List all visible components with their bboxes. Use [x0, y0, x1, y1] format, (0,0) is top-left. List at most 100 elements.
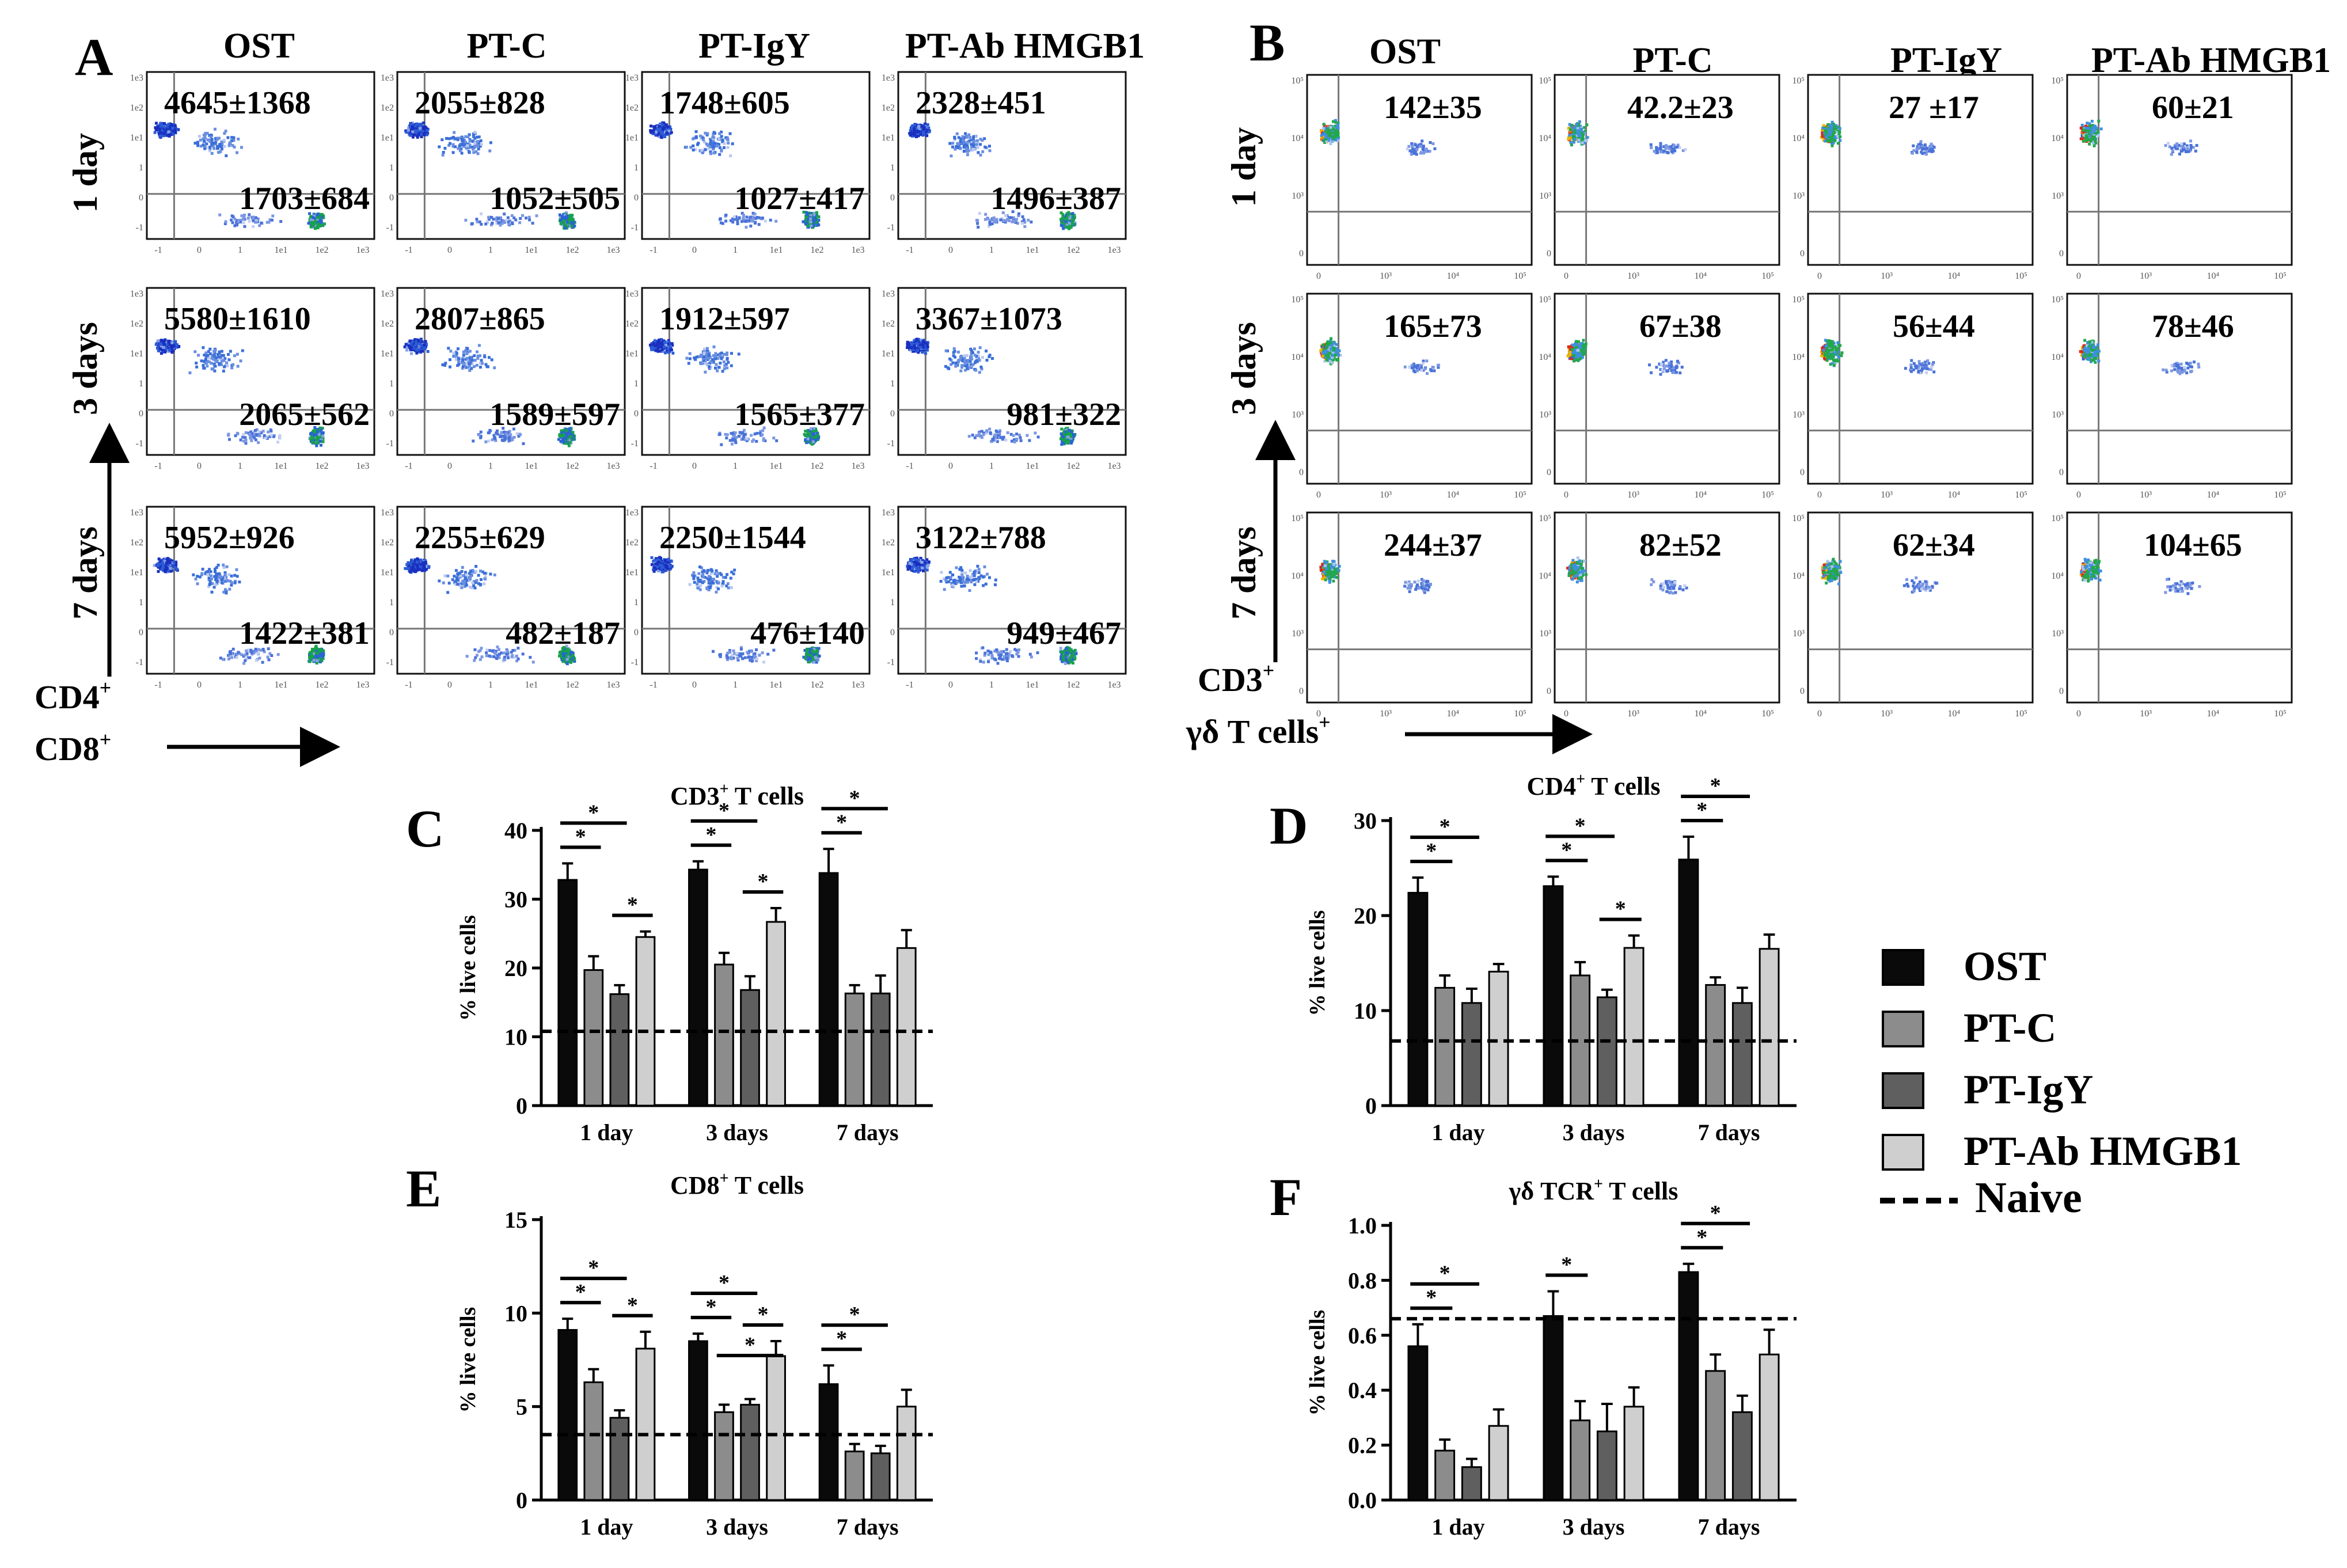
event-dot: [561, 438, 565, 441]
event-dot: [172, 132, 175, 135]
event-dot: [713, 142, 716, 145]
event-dot: [248, 213, 251, 217]
event-dot: [470, 358, 473, 362]
event-dot: [704, 370, 707, 374]
event-dot: [415, 131, 418, 134]
event-dot: [655, 130, 658, 134]
event-dot: [461, 365, 465, 369]
event-dot: [462, 145, 465, 148]
event-dot: [244, 438, 248, 442]
event-dot: [220, 140, 223, 143]
event-dot: [311, 219, 314, 223]
event-dot: [663, 130, 667, 134]
event-dot: [162, 346, 165, 349]
event-dot: [276, 441, 280, 444]
event-dot: [240, 146, 243, 149]
event-dot: [709, 150, 712, 154]
event-dot: [992, 217, 996, 221]
event-dot: [1023, 221, 1027, 224]
event-dot: [965, 135, 969, 139]
event-dot: [159, 347, 162, 351]
event-dot: [155, 122, 158, 125]
event-dot: [986, 217, 989, 221]
event-dot: [411, 130, 415, 134]
event-dot: [750, 434, 753, 437]
event-dot: [956, 350, 960, 354]
event-dot: [565, 441, 568, 445]
event-dot: [239, 218, 242, 222]
event-dot: [233, 217, 237, 221]
event-dot: [169, 344, 173, 348]
event-dot: [669, 125, 671, 128]
event-dot: [239, 359, 242, 363]
event-dot: [316, 222, 320, 226]
event-dot: [314, 227, 317, 230]
event-dot: [995, 218, 998, 221]
event-dot: [271, 214, 275, 218]
event-dot: [162, 127, 165, 130]
event-dot: [252, 225, 255, 228]
cd8-count-label: 1565±377: [734, 397, 865, 432]
event-dot: [525, 217, 528, 220]
event-dot: [168, 134, 171, 138]
event-dot: [709, 152, 712, 155]
event-dot: [504, 219, 508, 222]
cd8-count-label: 1589±597: [489, 397, 620, 432]
event-dot: [474, 150, 478, 153]
event-dot: [322, 216, 325, 219]
event-dot: [231, 221, 234, 225]
event-dot: [487, 215, 490, 219]
event-dot: [558, 213, 561, 217]
event-dot: [472, 439, 475, 443]
event-dot: [662, 346, 666, 349]
event-dot: [210, 367, 214, 371]
event-dot: [703, 141, 707, 144]
event-dot: [205, 142, 208, 146]
event-dot: [708, 354, 711, 357]
event-dot: [250, 439, 253, 442]
event-dot: [662, 122, 666, 124]
event-dot: [230, 136, 234, 139]
event-dot: [652, 125, 656, 128]
event-dot: [212, 358, 215, 360]
event-dot: [502, 220, 506, 223]
event-dot: [450, 136, 454, 140]
event-dot: [237, 220, 240, 223]
event-dot: [312, 218, 315, 221]
event-dot: [976, 219, 979, 222]
event-dot: [702, 359, 706, 363]
event-dot: [425, 127, 428, 131]
event-dot: [654, 339, 657, 343]
event-dot: [218, 355, 221, 359]
event-dot: [570, 225, 574, 228]
event-dot: [220, 147, 223, 151]
axis-tick-label: 0: [389, 193, 394, 203]
event-dot: [455, 352, 458, 355]
event-dot: [269, 434, 273, 437]
axis-tick-label: 1: [139, 379, 143, 389]
axis-tick-label: 0: [447, 245, 452, 255]
event-dot: [447, 144, 451, 147]
event-dot: [811, 442, 814, 446]
axis-tick-label: 1e3: [851, 461, 864, 471]
axis-tick-label: 1e2: [810, 461, 823, 471]
axis-tick-label: 1e3: [356, 461, 369, 471]
event-dot: [458, 145, 461, 147]
event-dot: [715, 142, 719, 146]
event-dot: [225, 361, 229, 365]
event-dot: [660, 342, 663, 346]
axis-tick-label: 1e3: [130, 73, 143, 83]
event-dot: [411, 132, 414, 135]
event-dot: [170, 341, 174, 344]
event-dot: [950, 154, 953, 158]
event-dot: [751, 440, 754, 443]
event-dot: [158, 127, 161, 131]
event-dot: [256, 217, 260, 221]
event-dot: [203, 145, 207, 148]
event-dot: [718, 354, 721, 357]
flow-plot: -1 0 1 1e1 1e2 1e3-1011e11e21e35580±16102065±…: [130, 287, 375, 471]
event-dot: [573, 224, 576, 227]
axis-tick-label: -1: [136, 223, 143, 233]
event-dot: [667, 129, 671, 132]
event-dot: [243, 225, 246, 228]
